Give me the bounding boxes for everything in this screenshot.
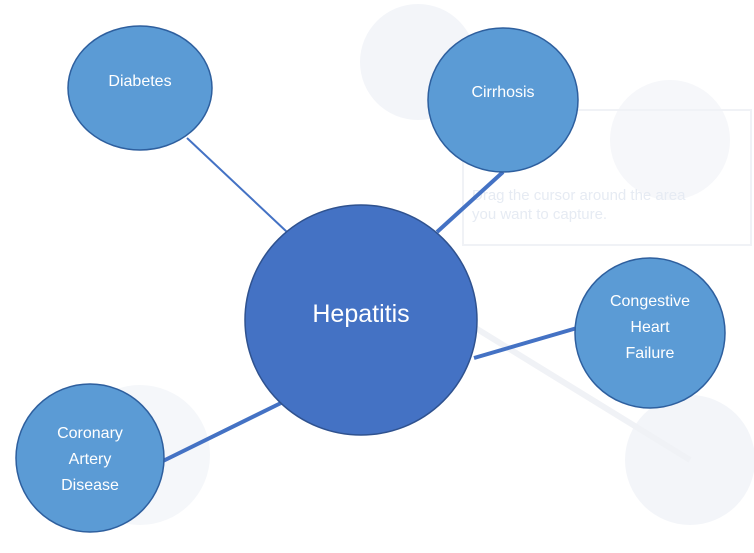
connector-coronary-artery-disease: [162, 400, 284, 463]
ghost-dialog: [462, 109, 752, 246]
ghost-capture-instruction-line2: you want to capture.: [472, 206, 608, 223]
ghost-capture-instruction-line1: Drag the cursor around the area: [472, 187, 686, 204]
node-diabetes-circle[interactable]: [67, 25, 213, 151]
center-node-circle[interactable]: [244, 204, 478, 436]
node-congestive-heart-failure-label: Congestive Heart Failure: [609, 293, 691, 362]
connector-diabetes: [186, 137, 288, 233]
connector-cirrhosis: [435, 170, 505, 234]
node-cirrhosis-circle[interactable]: [427, 27, 579, 173]
node-cirrhosis-label: Cirrhosis: [471, 84, 535, 101]
node-coronary-artery-disease-circle[interactable]: [15, 383, 165, 533]
node-diabetes-label: Diabetes: [108, 73, 172, 90]
center-node-label: Hepatitis: [312, 300, 410, 329]
node-congestive-heart-failure-circle[interactable]: [574, 257, 726, 409]
connector-congestive-heart-failure: [473, 326, 578, 360]
node-coronary-artery-disease-label: Coronary Artery Disease: [57, 425, 123, 494]
